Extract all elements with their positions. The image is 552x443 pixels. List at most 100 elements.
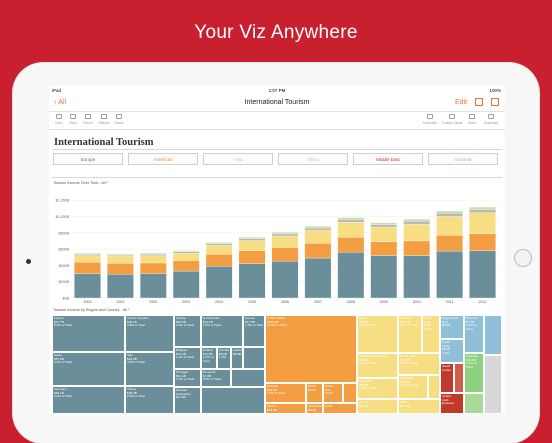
- bar-segment[interactable]: [403, 221, 431, 225]
- treemap-cell[interactable]: Mexico $13.3B: [265, 403, 306, 414]
- bar-segment[interactable]: [370, 226, 398, 242]
- treemap-cell[interactable]: [454, 363, 464, 393]
- treemap-cell[interactable]: Australia $30.6B 2.6% of Total: [464, 353, 484, 393]
- undo-button[interactable]: Undo: [53, 114, 65, 125]
- treemap-cell[interactable]: South Africa $9.5B 1.0%: [440, 339, 464, 363]
- bar-segment[interactable]: [436, 213, 463, 217]
- treemap-cell[interactable]: Denmark $7.6B 0.8% of Total: [201, 369, 231, 387]
- bar-segment[interactable]: [271, 261, 299, 299]
- treemap-cell[interactable]: United Arab Emirates: [440, 393, 464, 414]
- bar-segment[interactable]: [172, 253, 200, 261]
- subscribe-button[interactable]: Subscribe: [421, 114, 439, 125]
- treemap-cell[interactable]: Ireland $8.8B: [231, 347, 243, 369]
- bar-segment[interactable]: [403, 255, 431, 299]
- bar-segment[interactable]: [337, 252, 365, 299]
- bar-segment[interactable]: [304, 257, 332, 299]
- region-filter-asia[interactable]: Asia: [203, 153, 273, 165]
- treemap-cell[interactable]: [484, 355, 502, 414]
- refresh-button[interactable]: Refresh: [97, 114, 111, 125]
- bar-segment[interactable]: [74, 253, 101, 255]
- bar-segment[interactable]: [107, 263, 134, 275]
- bar-segment[interactable]: [469, 212, 496, 234]
- treemap-cell[interactable]: Japan $14.6B: [357, 399, 398, 414]
- bar-segment[interactable]: [238, 237, 266, 239]
- treemap-cell[interactable]: Portugal $12.4B 1.3% of Total: [174, 369, 201, 387]
- custom-views-button[interactable]: Custom Views: [441, 114, 463, 125]
- treemap-cell[interactable]: [464, 393, 484, 414]
- bar-segment[interactable]: [304, 230, 332, 244]
- treemap-cell[interactable]: Greece $17.8B 1.8% of Total: [243, 315, 265, 347]
- treemap-cell[interactable]: [201, 387, 265, 414]
- comment-nav-icon[interactable]: [491, 98, 499, 106]
- treemap-cell[interactable]: Turkey $25.3B 2.6% of Total: [125, 386, 174, 414]
- bar-segment[interactable]: [304, 227, 332, 231]
- share-nav-icon[interactable]: [475, 98, 483, 106]
- treemap-cell[interactable]: Spain $57.5B 5.9% of Total: [52, 352, 125, 386]
- treemap-cell[interactable]: Germany $38.1B 4.0% of Total: [52, 386, 125, 414]
- bar-segment[interactable]: [205, 254, 233, 267]
- bar-segment[interactable]: [436, 250, 463, 299]
- treemap-cell[interactable]: Austria $18.9B 2.0% of Total: [174, 315, 201, 347]
- bar-segment[interactable]: [172, 260, 200, 272]
- bar-segment[interactable]: [74, 255, 101, 263]
- bar-segment[interactable]: [370, 255, 398, 299]
- bar-segment[interactable]: [107, 254, 134, 256]
- bar-segment[interactable]: [172, 270, 200, 299]
- bar-segment[interactable]: [469, 209, 496, 213]
- treemap-cell[interactable]: Saudi Arabia: [440, 363, 454, 393]
- bar-segment[interactable]: [370, 224, 398, 228]
- bar-segment[interactable]: [139, 254, 167, 256]
- region-filter-africa[interactable]: Africa: [278, 153, 348, 165]
- bar-segment[interactable]: [304, 226, 332, 229]
- bar-segment[interactable]: [337, 217, 365, 220]
- treemap-cell[interactable]: Italy $46.9B 4.8% of Total: [125, 352, 174, 386]
- bar-segment[interactable]: [107, 256, 134, 264]
- bar-segment[interactable]: [436, 216, 463, 236]
- bar-segment[interactable]: [436, 210, 463, 214]
- home-button[interactable]: [514, 249, 532, 267]
- treemap-cell[interactable]: Canada $20.5B 1.8% of Total: [265, 383, 306, 403]
- bar-segment[interactable]: [74, 254, 101, 256]
- bar-segment[interactable]: [139, 262, 167, 274]
- region-filter-europe[interactable]: Europe: [53, 153, 123, 165]
- edit-button[interactable]: Edit: [454, 99, 467, 106]
- bar-segment[interactable]: [205, 243, 233, 246]
- treemap-cell[interactable]: Brazil $6.6B: [306, 383, 323, 403]
- bar-segment[interactable]: [238, 238, 266, 241]
- bar-segment[interactable]: [370, 241, 398, 256]
- treemap-cell[interactable]: [484, 315, 502, 355]
- treemap-cell[interactable]: France $37.7B 5.6% of Total: [52, 315, 125, 352]
- bar-segment[interactable]: [469, 233, 496, 251]
- treemap-cell[interactable]: Puerto Rico $3.6B: [323, 383, 343, 403]
- bar-segment[interactable]: [74, 261, 101, 274]
- bar-segment[interactable]: [205, 242, 233, 244]
- bar-segment[interactable]: [139, 253, 167, 255]
- bar-segment[interactable]: [74, 273, 101, 299]
- bar-segment[interactable]: [271, 232, 299, 235]
- back-button[interactable]: ‹ All: [54, 99, 67, 106]
- treemap-cell[interactable]: [343, 383, 357, 403]
- bar-segment[interactable]: [205, 266, 233, 299]
- bar-segment[interactable]: [337, 222, 365, 238]
- bar-segment[interactable]: [172, 251, 200, 254]
- bar-segment[interactable]: [107, 255, 134, 257]
- bar-segment[interactable]: [139, 273, 167, 299]
- bar-segment[interactable]: [238, 263, 266, 299]
- redo-button[interactable]: Redo: [67, 114, 79, 125]
- bar-segment[interactable]: [403, 219, 431, 222]
- share-button[interactable]: Share: [465, 114, 479, 125]
- treemap-cell[interactable]: India $17.5B: [398, 399, 440, 414]
- region-filter-americas[interactable]: Americas: [128, 153, 198, 165]
- region-filter-oceania[interactable]: Oceania: [428, 153, 498, 165]
- bar-segment[interactable]: [469, 206, 496, 210]
- bar-segment[interactable]: [271, 247, 299, 262]
- treemap-cell[interactable]: Egypt, Arab Rep. $9.4B: [440, 315, 464, 339]
- treemap-cell[interactable]: [231, 369, 265, 387]
- treemap-cell[interactable]: [243, 347, 265, 369]
- bar-segment[interactable]: [469, 250, 496, 299]
- bar-segment[interactable]: [370, 222, 398, 225]
- bar-segment[interactable]: [238, 250, 266, 264]
- treemap-cell[interactable]: China $50.0B 4.5% of Total: [357, 315, 398, 353]
- bar-segment[interactable]: [337, 219, 365, 223]
- treemap-cell[interactable]: Netherlands $14.1B 1.5% of Total: [201, 315, 243, 347]
